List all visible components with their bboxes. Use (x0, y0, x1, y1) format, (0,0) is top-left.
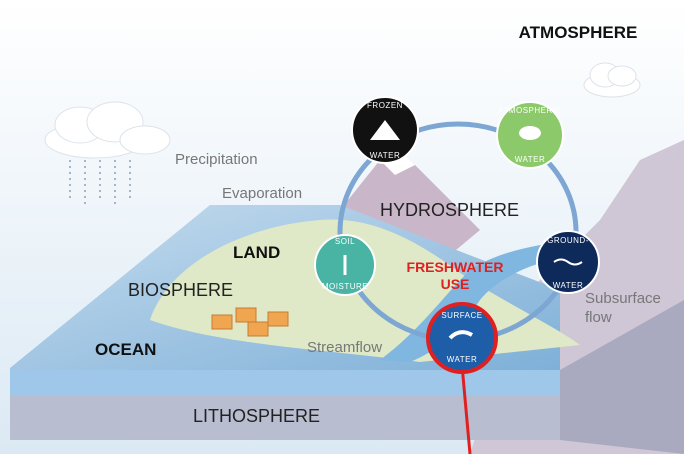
block-side (560, 300, 684, 454)
node-circle (426, 302, 498, 374)
rain (69, 160, 131, 205)
node-top: SURFACE (441, 311, 482, 320)
node-soil: SOIL MOISTURE (314, 234, 376, 296)
label-ocean: OCEAN (95, 340, 156, 359)
label-precipitation: Precipitation (175, 151, 258, 168)
label-biosphere: BIOSPHERE (128, 280, 233, 300)
label-hydrosphere: HYDROSPHERE (380, 200, 519, 220)
node-icon (553, 258, 583, 266)
node-top: ATMOSPHERIC (498, 106, 562, 115)
label-use: USE (441, 276, 470, 292)
pointer-line (460, 364, 472, 454)
label-evaporation: Evaporation (222, 185, 302, 202)
node-bottom: WATER (447, 355, 478, 364)
node-top: FROZEN (367, 101, 403, 110)
houses (211, 307, 289, 337)
node-ground: GROUND- WATER (536, 230, 600, 294)
node-icon (370, 120, 400, 140)
node-top: SOIL (335, 237, 355, 246)
node-bottom: WATER (370, 151, 401, 160)
label-lithosphere: LITHOSPHERE (193, 406, 320, 426)
node-icon (519, 126, 541, 140)
label-subsurface: Subsurface (585, 290, 661, 307)
label-atmosphere: ATMOSPHERE (519, 23, 638, 42)
node-frozen: FROZEN WATER (351, 96, 419, 164)
lithosphere-front (10, 395, 560, 440)
label-freshwater: FRESHWATER (407, 259, 504, 275)
label-land: LAND (233, 243, 280, 262)
node-surface: SURFACE WATER (426, 302, 498, 374)
node-bottom: MOISTURE (322, 282, 368, 291)
node-bottom: WATER (553, 281, 584, 290)
node-icon (448, 330, 474, 340)
node-top: GROUND- (547, 236, 589, 245)
cloud-right (583, 62, 641, 98)
node-atmospheric: ATMOSPHERIC WATER (496, 101, 564, 169)
label-streamflow: Streamflow (307, 339, 382, 356)
cloud-left (44, 101, 171, 159)
node-bottom: WATER (515, 155, 546, 164)
label-flow: flow (585, 309, 612, 326)
ocean-front (10, 370, 560, 395)
